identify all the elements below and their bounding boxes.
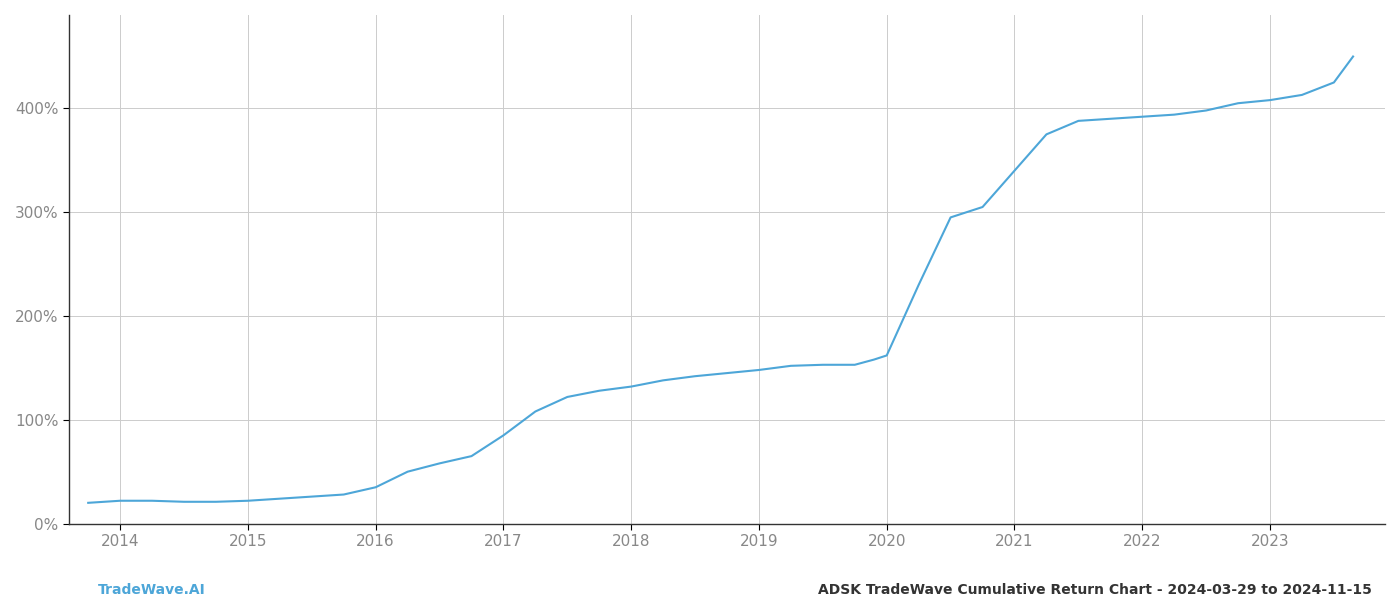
Text: TradeWave.AI: TradeWave.AI bbox=[98, 583, 206, 597]
Text: ADSK TradeWave Cumulative Return Chart - 2024-03-29 to 2024-11-15: ADSK TradeWave Cumulative Return Chart -… bbox=[818, 583, 1372, 597]
